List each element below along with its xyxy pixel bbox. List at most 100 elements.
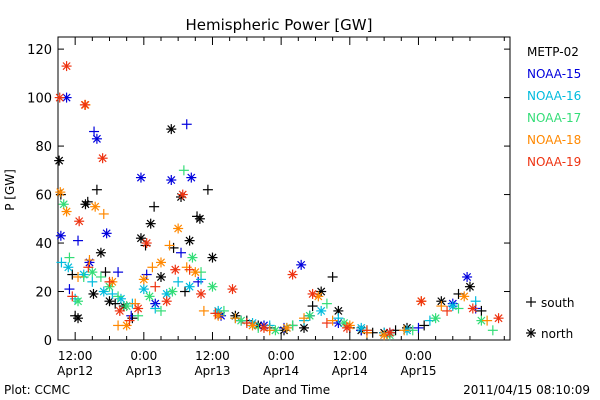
timestamp: 2011/04/15 08:10:09 [463, 383, 590, 397]
data-point-south [73, 271, 84, 282]
data-point-south [87, 276, 98, 287]
data-point-south [476, 305, 487, 316]
marker-stroke [136, 234, 145, 243]
series-legend: METP-02 NOAA-15 NOAA-16 NOAA-17 NOAA-18 NOAA-… [527, 45, 581, 169]
y-tick-label: 80 [35, 140, 52, 155]
data-point-north [58, 199, 69, 210]
data-point-north [98, 286, 109, 297]
marker-stroke [55, 93, 64, 102]
data-point-south [487, 325, 498, 336]
marker-stroke [340, 319, 349, 328]
data-point-north [467, 303, 478, 314]
plot-frame [57, 36, 511, 341]
marker-stroke [168, 287, 177, 296]
data-point-north [95, 247, 106, 258]
data-point-south [147, 262, 158, 273]
data-point-north [166, 124, 177, 135]
marker-stroke [74, 297, 83, 306]
x-tick-time-label: 12:00 [58, 349, 93, 363]
marker-stroke [122, 302, 131, 311]
marker-stroke [99, 287, 108, 296]
data-point-south [442, 305, 453, 316]
data-point-south [399, 325, 410, 336]
data-point-north [104, 296, 115, 307]
x-tick-date-label: Apr13 [126, 364, 162, 378]
marker-stroke [162, 297, 171, 306]
series-noaa-19 [54, 61, 504, 338]
data-point-south [218, 305, 229, 316]
marker-stroke [188, 253, 197, 262]
marker-stroke [115, 306, 124, 315]
data-point-north [115, 293, 126, 304]
data-point-south [56, 257, 67, 268]
data-point-north [121, 320, 132, 331]
data-point-north [114, 305, 125, 316]
marker-stroke [191, 268, 200, 277]
data-point-south [107, 288, 118, 299]
marker-stroke [56, 231, 65, 240]
y-axis-ticks: 0 20 40 60 80 100 120 [27, 43, 510, 349]
data-point-north [258, 322, 269, 333]
marker-stroke [477, 316, 486, 325]
marker-stroke [88, 268, 97, 277]
marker-stroke [185, 236, 194, 245]
data-point-north [61, 206, 72, 217]
data-point-north [138, 274, 149, 285]
marker-stroke [259, 323, 268, 332]
marker-stroke [197, 289, 206, 298]
marker-stroke [208, 253, 217, 262]
data-point-north [55, 230, 66, 241]
marker-stroke [468, 304, 477, 313]
data-point-north [135, 233, 146, 244]
marker-stroke [64, 263, 73, 272]
data-points [54, 61, 504, 341]
data-point-south [407, 325, 418, 336]
legend-item: NOAA-16 [527, 89, 581, 103]
data-point-south [113, 320, 124, 331]
data-point-south [327, 271, 338, 282]
y-axis-label: P [GW] [3, 169, 17, 211]
marker-stroke [56, 188, 65, 197]
data-point-north [464, 281, 475, 292]
marker-stroke [300, 323, 309, 332]
data-point-north [236, 315, 247, 326]
marker-stroke [282, 323, 291, 332]
marker-stroke [431, 314, 440, 323]
data-point-south [180, 286, 191, 297]
data-point-south [67, 291, 78, 302]
y-tick-label: 120 [27, 43, 52, 58]
data-point-south [113, 291, 124, 302]
data-point-north [207, 252, 218, 263]
data-point-north [121, 301, 132, 312]
data-point-north [145, 218, 156, 229]
data-point-south [173, 276, 184, 287]
data-point-south [150, 281, 161, 292]
data-point-north [135, 172, 146, 183]
marker-legend-label: south [541, 296, 575, 310]
marker-stroke [185, 282, 194, 291]
data-point-south [168, 242, 179, 253]
data-point-north [196, 288, 207, 299]
data-point-south [453, 303, 464, 314]
data-point-south [333, 313, 344, 324]
x-tick-date-label: Apr12 [57, 364, 93, 378]
x-axis-ticks: 12:00Apr120:00Apr1312:00Apr130:00Apr1412… [57, 37, 505, 378]
marker-stroke [102, 229, 111, 238]
data-point-north [144, 291, 155, 302]
data-point-south [82, 196, 93, 207]
marker-stroke [271, 326, 280, 335]
legend-item: NOAA-19 [527, 155, 581, 169]
data-point-north [73, 313, 84, 324]
data-point-north [63, 262, 74, 273]
marker-stroke [156, 272, 166, 282]
data-point-north [184, 281, 195, 292]
marker-stroke [494, 314, 503, 323]
data-point-north [54, 155, 65, 166]
data-point-north [101, 228, 112, 239]
marker-stroke [317, 306, 326, 315]
data-point-south [150, 303, 161, 314]
data-point-north [493, 313, 504, 324]
x-tick-time-label: 0:00 [130, 349, 157, 363]
